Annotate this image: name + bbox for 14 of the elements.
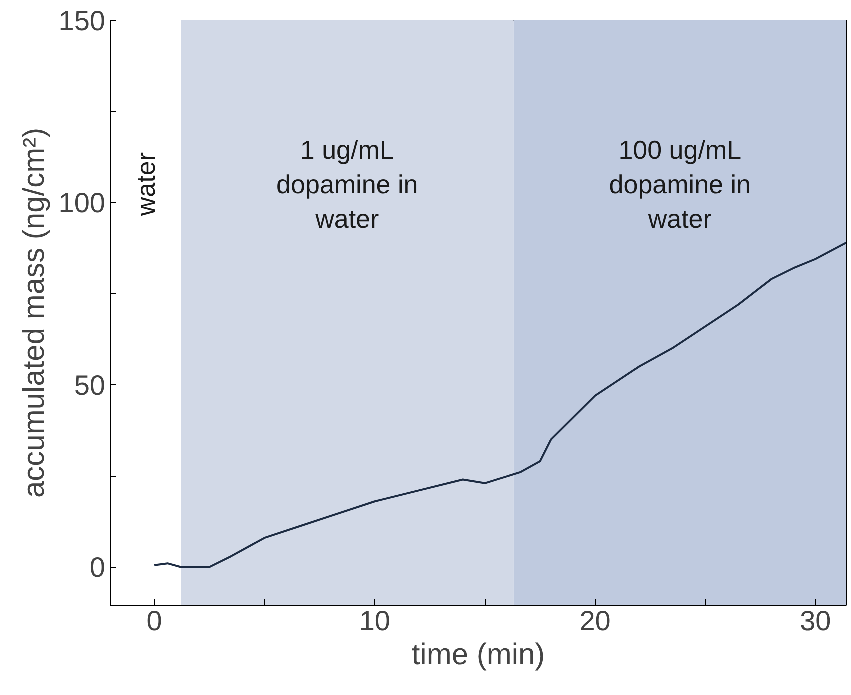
x-tick-label: 0 (146, 606, 162, 636)
x-tick-label: 20 (580, 606, 611, 636)
y-tick-label: 150 (58, 6, 106, 36)
x-axis-title: time (min) (412, 638, 546, 672)
band-label: 100 ug/mL dopamine in water (609, 134, 751, 234)
y-tick-label: 100 (58, 188, 106, 219)
x-tick-label: 30 (800, 606, 832, 636)
x-tick-label: 10 (359, 606, 391, 636)
y-axis-title: accumulated mass (ng/cm²) (18, 128, 51, 498)
band-label: 1 ug/mL dopamine in water (276, 134, 418, 234)
line-series (154, 242, 846, 568)
band-label: water (130, 152, 161, 218)
y-tick-label: 50 (74, 370, 106, 401)
y-tick-label: 0 (90, 552, 106, 584)
